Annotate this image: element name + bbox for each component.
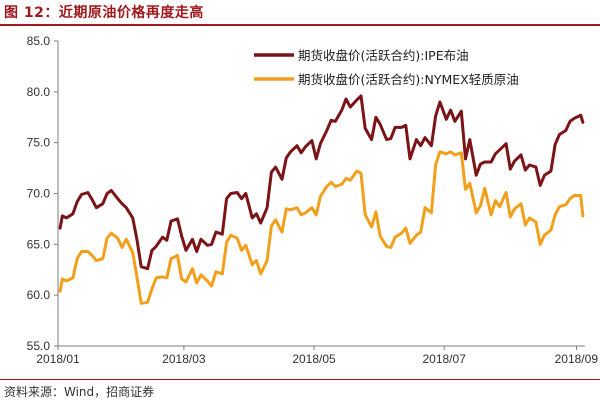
y-tick-label: 65.0 (27, 237, 51, 251)
legend-label-1: 期货收盘价(活跃合约):IPE布油 (298, 48, 469, 63)
y-tick-label: 75.0 (27, 136, 51, 150)
series-layer (58, 94, 585, 305)
y-tick-label: 80.0 (27, 85, 51, 99)
figure-title: 图 12：近期原油价格再度走高 (4, 5, 204, 21)
y-tick-label: 60.0 (27, 288, 51, 302)
legend-label-2: 期货收盘价(活跃合约):NYMEX轻质原油 (298, 72, 519, 87)
series-line-1 (58, 94, 585, 271)
y-tick-label: 70.0 (27, 187, 51, 201)
x-tick-label: 2018/09 (555, 352, 599, 366)
x-tick-label: 2018/01 (36, 352, 80, 366)
y-axis: 55.0 60.0 65.0 70.0 75.0 80.0 85.0 (27, 34, 59, 353)
source-divider (0, 379, 600, 380)
x-tick-label: 2018/03 (162, 352, 206, 366)
x-tick-label: 2018/07 (422, 352, 466, 366)
x-tick-label: 2018/05 (292, 352, 336, 366)
series-line-2 (58, 150, 585, 305)
x-axis: 2018/01 2018/03 2018/05 2018/07 2018/09 (36, 345, 599, 366)
oil-price-line-chart: 55.060.065.070.075.080.085.0 2018/01 2018… (27, 34, 599, 366)
title-divider (0, 24, 600, 26)
source-note: 资料来源：Wind，招商证券 (4, 385, 155, 399)
y-tick-label: 85.0 (27, 34, 51, 48)
y-tick-label: 55.0 (27, 339, 51, 353)
